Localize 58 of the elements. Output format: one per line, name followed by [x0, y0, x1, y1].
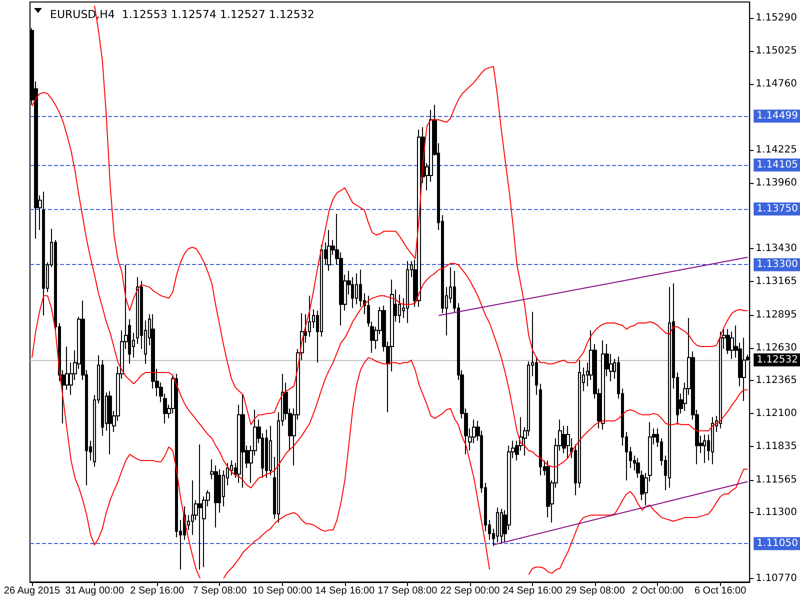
y-tick-label: 1.13165: [756, 276, 798, 287]
x-tick-label: 24 Sep 16:00: [502, 586, 563, 596]
y-tick-label: 1.11565: [756, 474, 798, 486]
y-tick-label: 1.14225: [756, 144, 798, 156]
x-tick-label: 14 Sep 16:00: [315, 586, 376, 596]
candlestick: [355, 272, 358, 305]
x-tick-label: 10 Sep 00:00: [252, 586, 312, 596]
candlestick: [546, 460, 550, 518]
x-tick-label: 31 Aug 00:00: [65, 586, 124, 596]
ref-line-label: 1.13300: [756, 259, 798, 270]
y-tick-label: 1.11300: [756, 507, 798, 518]
ref-line-label: 1.14499: [756, 110, 798, 122]
ref-line-label: 1.13750: [756, 203, 798, 214]
candlestick: [742, 337, 746, 402]
y-tick-label: 1.12630: [756, 342, 798, 354]
ref-line-label: 1.14105: [756, 159, 798, 170]
ref-line-label: 1.12532: [756, 354, 798, 366]
y-tick-label: 1.12100: [756, 408, 798, 419]
y-tick-label: 1.10770: [756, 572, 798, 584]
x-tick-label: 7 Sep 08:00: [192, 586, 248, 596]
y-tick-label: 1.15290: [756, 12, 798, 24]
y-tick-label: 1.12895: [756, 309, 798, 320]
y-tick-label: 1.11835: [756, 440, 798, 452]
y-tick-label: 1.12365: [756, 375, 798, 386]
y-tick-label: 1.14760: [756, 78, 798, 90]
candlestick: [711, 416, 714, 465]
x-tick-label: 6 Oct 16:00: [694, 586, 747, 596]
candlestick: [703, 434, 706, 464]
line-series: [31, 92, 748, 488]
candlestick: [398, 294, 401, 324]
candlestick: [601, 340, 605, 430]
candlestick: [198, 444, 202, 570]
y-tick-label: 1.13960: [756, 177, 798, 188]
candlestick: [136, 276, 139, 345]
candlestick: [406, 260, 409, 324]
candlestick: [668, 286, 671, 488]
candlestick: [241, 394, 245, 488]
y-tick-label: 1.15025: [756, 45, 798, 56]
candlestick: [539, 383, 542, 476]
candlestick: [269, 425, 272, 476]
x-tick-label: 2 Sep 16:00: [130, 586, 185, 596]
ref-line-label: 1.11050: [756, 538, 798, 550]
candlestick: [265, 429, 268, 478]
candlestick: [191, 480, 194, 536]
candlestick: [417, 129, 421, 308]
candlestick: [566, 425, 570, 459]
candlestick: [108, 390, 112, 455]
candlestick: [327, 230, 331, 272]
y-tick-label: 1.13430: [756, 243, 798, 254]
candlestick: [496, 507, 499, 543]
candlestick: [42, 191, 45, 316]
x-tick-label: 29 Sep 08:00: [565, 586, 626, 596]
x-tick-label: 22 Sep 00:00: [440, 586, 500, 596]
candlestick: [719, 331, 722, 429]
candlestick: [500, 508, 503, 544]
x-tick-label: 2 Oct 00:00: [632, 586, 684, 596]
x-tick-label: 17 Sep 08:00: [378, 586, 438, 596]
x-tick-label: 26 Aug 2015: [4, 586, 60, 596]
